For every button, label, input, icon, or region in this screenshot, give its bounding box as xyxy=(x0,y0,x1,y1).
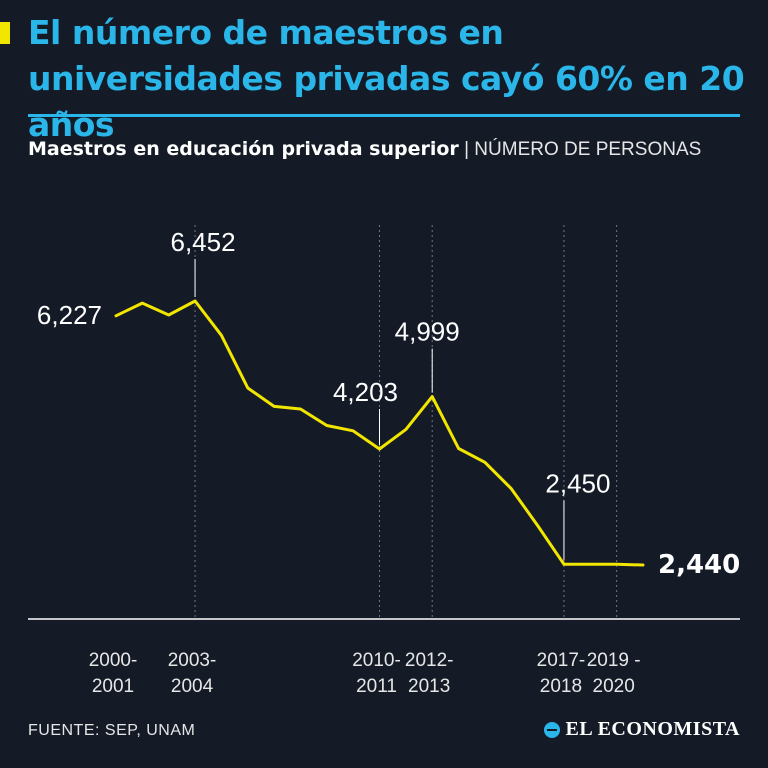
brand-name: EL ECONOMISTA xyxy=(565,718,740,740)
data-label: 4,203 xyxy=(333,377,398,407)
x-tick-label: 2001 xyxy=(92,676,134,697)
header-divider xyxy=(28,114,740,117)
x-tick-label: 2013 xyxy=(408,676,450,697)
x-tick-label: 2012- xyxy=(405,650,454,671)
callout-lines xyxy=(194,259,565,561)
x-tick-label: 2004 xyxy=(171,676,214,697)
data-label: 2,450 xyxy=(545,468,610,498)
accent-bar xyxy=(0,22,10,44)
data-label: 2,440 xyxy=(658,550,740,580)
chart-title: Maestros en educación privada superior xyxy=(28,138,459,160)
x-tick-label: 2000- xyxy=(89,650,138,671)
guide-lines xyxy=(194,225,618,619)
chart-unit: | NÚMERO DE PERSONAS xyxy=(458,139,702,160)
x-tick-label: 2017- xyxy=(537,650,586,671)
source-note: FUENTE: SEP, UNAM xyxy=(28,722,196,739)
x-tick-label: 2018 xyxy=(540,676,582,697)
x-tick-labels: 2000- 2001 2003- 2004 2010- 2011 2012- 2013 2017… xyxy=(89,650,641,697)
x-tick-label: 2010- xyxy=(352,650,401,671)
x-tick-label: 2011 xyxy=(356,676,397,697)
x-tick-label: 2003- xyxy=(168,650,217,671)
data-label: 4,999 xyxy=(395,317,460,347)
headline: El número de maestros en universidades p… xyxy=(28,13,745,144)
x-tick-label: 2020 xyxy=(593,676,635,697)
x-tick-label: 2019 - xyxy=(587,650,641,671)
chart-subtitle: Maestros en educación privada superior |… xyxy=(28,133,728,166)
brand-logo: EL ECONOMISTA xyxy=(543,718,741,741)
data-label: 6,452 xyxy=(171,227,236,257)
series-line xyxy=(114,299,645,567)
brand-icon xyxy=(543,721,560,738)
data-labels: 6,227 6,452 4,203 4,999 2,450 2,440 xyxy=(37,227,740,580)
data-label: 6,227 xyxy=(37,300,102,330)
